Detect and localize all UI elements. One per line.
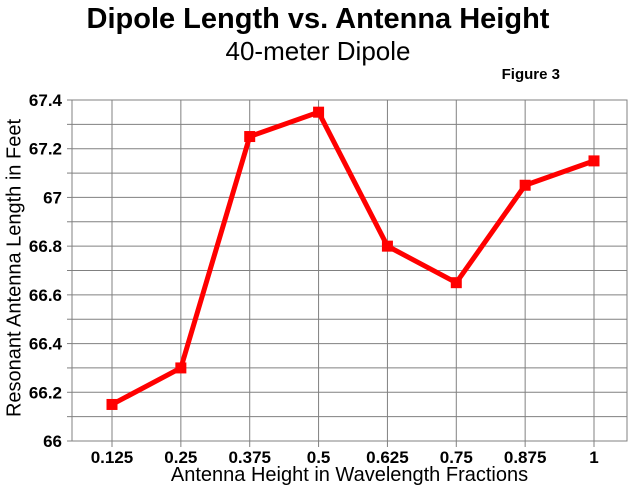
chart-subtitle: 40-meter Dipole <box>225 36 411 66</box>
y-tick-label: 66 <box>43 432 62 451</box>
data-line <box>110 109 595 407</box>
figure-number-label: Figure 3 <box>501 66 560 83</box>
x-tick-label: 0.875 <box>504 448 547 467</box>
x-tick-label: 0.375 <box>228 448 271 467</box>
chart-title: Dipole Length vs. Antenna Height <box>86 3 550 35</box>
data-point-marker <box>313 106 325 118</box>
x-tick-label: 0.25 <box>164 448 197 467</box>
y-tick-label: 66.2 <box>29 383 62 402</box>
x-tick-label: 0.625 <box>366 448 409 467</box>
data-point-marker <box>588 155 600 167</box>
x-tick-label: 0.75 <box>440 448 473 467</box>
data-point-marker <box>450 277 462 289</box>
plot-border <box>71 99 628 442</box>
y-tick-label: 66.8 <box>29 237 62 256</box>
y-tick-label: 67 <box>43 188 62 207</box>
x-axis-title: Antenna Height in Wavelength Fractions <box>170 464 529 486</box>
data-point-marker <box>519 179 531 191</box>
data-point-marker <box>175 362 187 374</box>
x-tick-label: 1 <box>589 448 598 467</box>
y-tick-label: 67.4 <box>29 91 63 110</box>
y-tick-label: 67.2 <box>29 140 62 159</box>
y-tick-label: 66.4 <box>29 335 63 354</box>
data-point-marker <box>244 131 256 143</box>
data-point-marker <box>106 398 118 410</box>
y-tick-label: 66.6 <box>29 286 62 305</box>
x-tick-label: 0.125 <box>91 448 134 467</box>
data-point-marker <box>381 240 393 252</box>
x-tick-label: 0.5 <box>307 448 331 467</box>
